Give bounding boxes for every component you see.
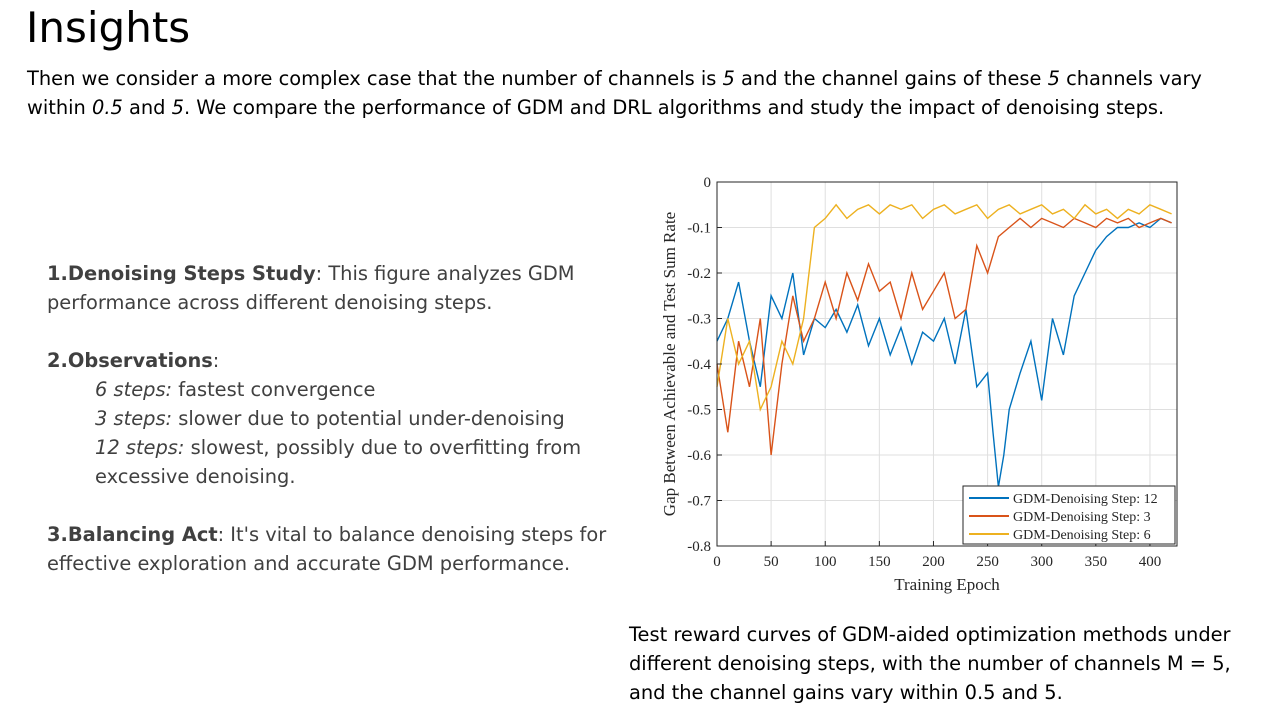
x-tick-label: 0 [713, 554, 721, 570]
caption-line-3: and the channel gains vary within 0.5 an… [629, 681, 1063, 704]
point-3: 3.Balancing Act: It's vital to balance d… [47, 523, 607, 546]
slide-title: Insights [26, 3, 191, 52]
series-line-1 [716, 217, 1172, 488]
y-tick-label: -0.1 [687, 221, 711, 237]
caption-line-1: Test reward curves of GDM-aided optimiza… [629, 623, 1231, 646]
series-line-2 [716, 217, 1172, 456]
insight-points: 1.Denoising Steps Study: This figure ana… [47, 259, 607, 578]
legend-label-3: GDM-Denoising Step: 6 [1013, 528, 1151, 543]
point-1-continued: performance across different denoising s… [47, 291, 493, 314]
caption-line-2: different denoising steps, with the numb… [629, 652, 1231, 675]
y-tick-label: -0.3 [687, 312, 711, 328]
figure-caption: Test reward curves of GDM-aided optimiza… [629, 620, 1231, 707]
observation-3-steps: 3 steps: slower due to potential under-d… [95, 407, 565, 430]
x-tick-label: 50 [764, 554, 779, 570]
x-tick-label: 400 [1139, 554, 1162, 570]
observation-6-steps: 6 steps: fastest convergence [95, 378, 376, 401]
x-tick-label: 100 [814, 554, 837, 570]
x-tick-label: 350 [1085, 554, 1108, 570]
observation-12-steps: 12 steps: slowest, possibly due to overf… [95, 436, 582, 459]
series-line-3 [716, 203, 1172, 412]
y-tick-label: -0.7 [687, 494, 711, 510]
y-tick-label: 0 [704, 175, 712, 191]
y-tick-label: -0.4 [687, 357, 711, 373]
point-3-continued: effective exploration and accurate GDM p… [47, 552, 571, 575]
observation-12-steps-continued: excessive denoising. [95, 465, 296, 488]
intro-paragraph: Then we consider a more complex case tha… [27, 67, 1202, 119]
training-reward-chart: 0 50 100 150 200 250 300 350 400 0 -0.1 -0.2 -0.3 -0.… [660, 175, 1178, 594]
x-tick-label: 200 [922, 554, 945, 570]
x-tick-label: 250 [976, 554, 999, 570]
x-tick-label: 150 [868, 554, 891, 570]
point-1: 1.Denoising Steps Study: This figure ana… [47, 262, 575, 285]
x-tick-label: 300 [1030, 554, 1053, 570]
legend-label-1: GDM-Denoising Step: 12 [1013, 492, 1158, 507]
point-2: 2.Observations: [47, 349, 220, 372]
y-tick-label: -0.5 [687, 403, 711, 419]
y-axis-label: Gap Between Achievable and Test Sum Rate [660, 212, 679, 516]
y-tick-label: -0.8 [687, 539, 711, 555]
x-axis-label: Training Epoch [894, 575, 1000, 594]
y-tick-label: -0.6 [687, 448, 711, 464]
legend-label-2: GDM-Denoising Step: 3 [1013, 510, 1151, 525]
y-tick-label: -0.2 [687, 266, 711, 282]
